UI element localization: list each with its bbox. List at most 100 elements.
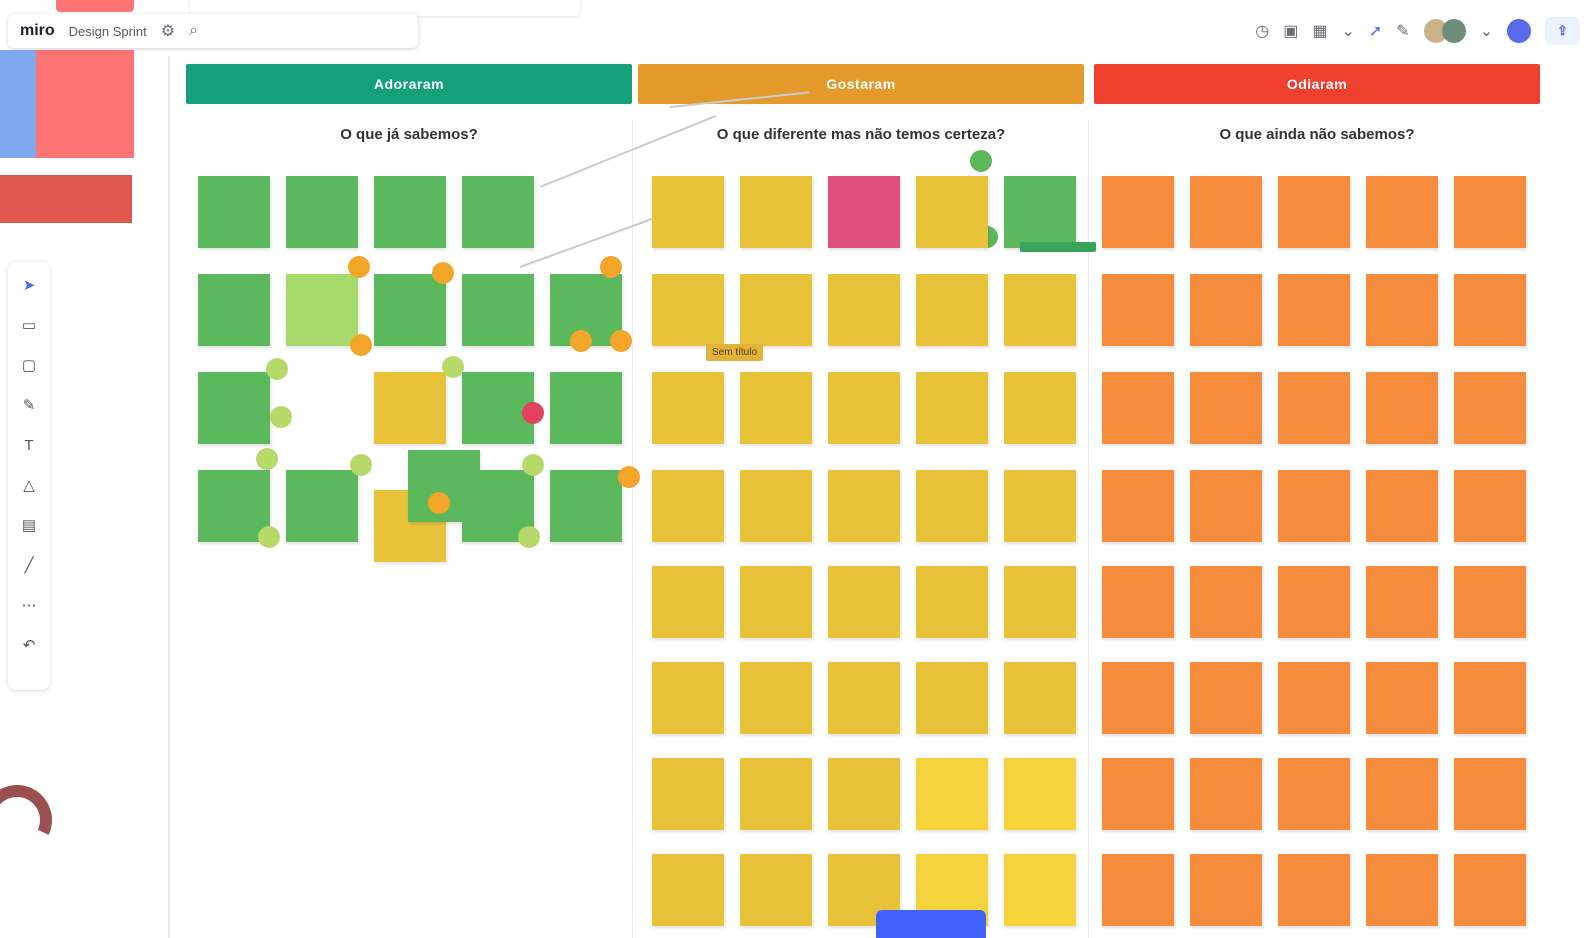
sticky-note[interactable] [740, 274, 812, 346]
sticky-note[interactable] [1004, 176, 1076, 248]
user-avatar[interactable] [1507, 19, 1532, 43]
sticky-note[interactable] [1278, 372, 1350, 444]
voting-dot[interactable] [442, 356, 464, 378]
sticky-note[interactable] [828, 758, 900, 830]
sticky-note[interactable] [916, 470, 988, 542]
sticky-note[interactable] [740, 470, 812, 542]
sticky-tool-icon[interactable]: ▢ [21, 357, 37, 374]
settings-icon[interactable]: ⚙ [160, 23, 176, 40]
sticky-note[interactable] [1102, 662, 1174, 734]
chevron-down-icon[interactable]: ⌄ [1341, 23, 1355, 40]
voting-dot[interactable] [266, 358, 288, 380]
sticky-note[interactable] [286, 274, 358, 346]
sticky-note[interactable] [1454, 758, 1526, 830]
sticky-note[interactable] [1454, 470, 1526, 542]
column-header-2[interactable]: Gostaram [638, 64, 1084, 104]
sticky-note[interactable] [1190, 854, 1262, 926]
sticky-note[interactable] [1366, 758, 1438, 830]
sticky-note[interactable] [740, 176, 812, 248]
sticky-note[interactable] [652, 566, 724, 638]
sticky-note[interactable] [828, 372, 900, 444]
sticky-note[interactable] [740, 372, 812, 444]
line-tool-icon[interactable]: ╱ [24, 557, 34, 574]
sticky-note[interactable] [374, 176, 446, 248]
sticky-note[interactable] [1278, 758, 1350, 830]
floating-label[interactable]: Sem título [706, 344, 764, 361]
sticky-note[interactable] [1004, 470, 1076, 542]
grid-icon[interactable]: ▦ [1312, 23, 1328, 40]
sticky-note[interactable] [1366, 662, 1438, 734]
sticky-note[interactable] [462, 274, 534, 346]
sticky-note[interactable] [1004, 372, 1076, 444]
voting-dot[interactable] [600, 256, 622, 278]
voting-dot[interactable] [970, 150, 992, 172]
sticky-note[interactable] [1278, 470, 1350, 542]
sticky-note[interactable] [1190, 372, 1262, 444]
comment-tool-icon[interactable]: ▤ [21, 517, 37, 534]
sticky-note[interactable] [1278, 566, 1350, 638]
board-name[interactable]: Design Sprint [68, 23, 147, 39]
sticky-note[interactable] [1366, 854, 1438, 926]
sticky-note[interactable] [1366, 274, 1438, 346]
voting-dot[interactable] [428, 492, 450, 514]
sticky-note[interactable] [828, 470, 900, 542]
sticky-note[interactable] [1366, 372, 1438, 444]
sticky-note[interactable] [1190, 470, 1262, 542]
sticky-note[interactable] [1454, 854, 1526, 926]
sticky-note[interactable] [1004, 274, 1076, 346]
column-header-3[interactable]: Odiaram [1094, 64, 1540, 104]
sticky-note[interactable] [652, 470, 724, 542]
sticky-note[interactable] [652, 274, 724, 346]
sticky-note[interactable] [374, 372, 446, 444]
voting-dot[interactable] [522, 454, 544, 476]
voting-dot[interactable] [432, 262, 454, 284]
voting-dot[interactable] [270, 406, 292, 428]
sticky-note[interactable] [1004, 566, 1076, 638]
sticky-note[interactable] [828, 566, 900, 638]
sticky-note[interactable] [1004, 662, 1076, 734]
sticky-note[interactable] [374, 274, 446, 346]
voting-dot[interactable] [258, 526, 280, 548]
sticky-note[interactable] [916, 662, 988, 734]
voting-dot[interactable] [522, 402, 544, 424]
sticky-note[interactable] [1102, 854, 1174, 926]
sticky-note[interactable] [198, 274, 270, 346]
bottom-action-button[interactable] [876, 910, 986, 938]
sticky-note[interactable] [916, 566, 988, 638]
undo-tool-icon[interactable]: ↶ [22, 637, 36, 654]
voting-dot[interactable] [618, 466, 640, 488]
sticky-note[interactable] [550, 372, 622, 444]
sticky-note[interactable] [1278, 854, 1350, 926]
sticky-note[interactable] [1278, 662, 1350, 734]
chevron-down-icon[interactable]: ⌄ [1479, 23, 1494, 40]
sticky-note[interactable] [652, 176, 724, 248]
sticky-note[interactable] [1102, 566, 1174, 638]
sticky-note[interactable] [286, 470, 358, 542]
pen-tool-icon[interactable]: ✎ [22, 397, 36, 414]
select-tool-icon[interactable]: ➤ [22, 277, 36, 294]
sticky-note[interactable] [740, 758, 812, 830]
voting-dot[interactable] [350, 454, 372, 476]
sticky-note[interactable] [198, 470, 270, 542]
sticky-note[interactable] [1454, 176, 1526, 248]
voting-dot[interactable] [518, 526, 540, 548]
sticky-note[interactable] [652, 372, 724, 444]
sticky-note[interactable] [1102, 758, 1174, 830]
reaction-icon[interactable]: ✎ [1396, 23, 1410, 40]
search-icon[interactable]: ⌕ [189, 22, 199, 39]
sticky-note[interactable] [1454, 566, 1526, 638]
sticky-note[interactable] [286, 176, 358, 248]
sticky-note[interactable] [652, 854, 724, 926]
sticky-note[interactable] [916, 176, 988, 248]
sticky-note[interactable] [1102, 470, 1174, 542]
column-header-1[interactable]: Adoraram [186, 64, 632, 104]
sticky-note[interactable] [828, 662, 900, 734]
sticky-note[interactable] [198, 372, 270, 444]
sticky-note[interactable] [916, 274, 988, 346]
sticky-note[interactable] [1190, 176, 1262, 248]
sticky-note[interactable] [916, 758, 988, 830]
sticky-note[interactable] [740, 662, 812, 734]
sticky-note[interactable] [1004, 854, 1076, 926]
miro-logo[interactable]: miro [20, 22, 55, 39]
sticky-note[interactable] [1190, 566, 1262, 638]
